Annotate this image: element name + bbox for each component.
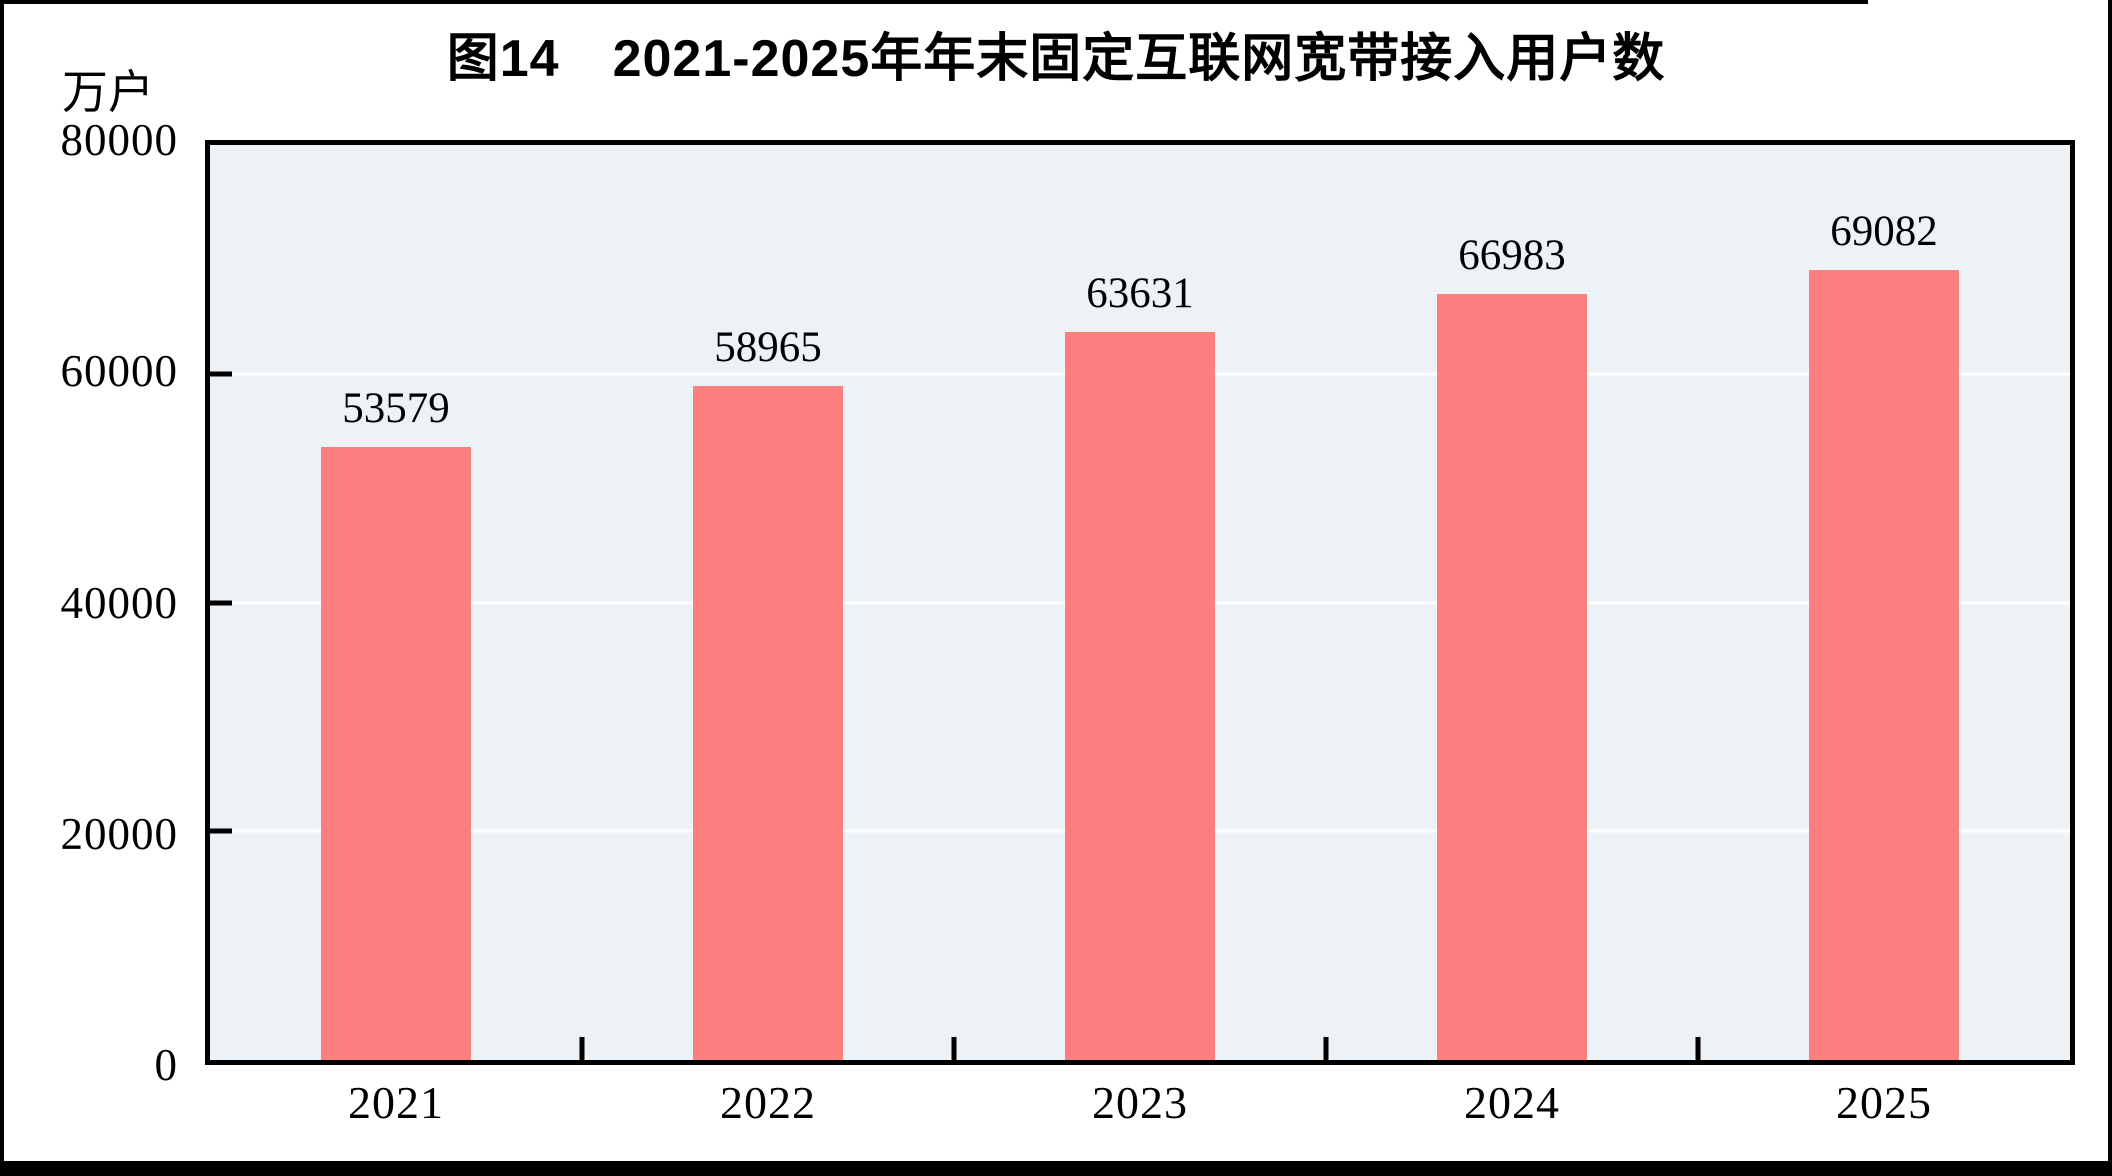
page-border-left: [0, 0, 4, 1176]
plot-area: 53579 58965 63631 66983 69082: [205, 140, 2075, 1065]
bar-2023: [1065, 332, 1215, 1060]
x-axis-label-2021: 2021: [348, 1077, 444, 1128]
bar-value-label: 63631: [1086, 270, 1194, 318]
y-axis-label-20000: 20000: [60, 808, 178, 859]
bar-value-label: 66983: [1458, 231, 1566, 279]
x-axis-labels: 2021 2022 2023 2024 2025: [210, 1076, 2070, 1136]
page-border-right: [2108, 0, 2112, 1176]
x-axis-tick-1: [579, 1037, 585, 1060]
y-axis-tick-60000: [210, 371, 232, 377]
y-axis-label-80000: 80000: [60, 115, 178, 165]
bar-value-label: 69082: [1830, 207, 1938, 255]
x-axis-label-2023: 2023: [1092, 1077, 1188, 1128]
y-axis-tick-labels: 0 20000 40000 60000 80000: [0, 115, 178, 1090]
page-border-bottom: [0, 1161, 2112, 1176]
bar-value-label: 58965: [714, 323, 822, 371]
x-axis-tick-3: [1323, 1037, 1329, 1060]
x-axis-tick-2: [951, 1037, 957, 1060]
chart-title: 图14 2021-2025年年末固定互联网宽带接入用户数: [446, 30, 1666, 88]
y-axis-label-40000: 40000: [60, 577, 178, 628]
y-axis-unit-label: 万户: [62, 67, 154, 118]
y-axis-tick-20000: [210, 828, 232, 834]
y-axis-label-0: 0: [154, 1040, 178, 1090]
x-axis-tick-4: [1695, 1037, 1701, 1060]
x-axis-label-2025: 2025: [1836, 1077, 1932, 1128]
bar-value-label: 53579: [342, 385, 450, 433]
bar-2025: [1809, 269, 1959, 1060]
x-axis-label-2022: 2022: [720, 1077, 816, 1128]
y-axis-tick-40000: [210, 600, 232, 605]
bar-2022: [693, 385, 843, 1060]
bar-2024: [1437, 293, 1587, 1060]
y-axis-label-60000: 60000: [60, 346, 178, 397]
bar-2021: [321, 447, 471, 1060]
page-border-top: [0, 0, 1868, 4]
x-axis-label-2024: 2024: [1464, 1077, 1560, 1128]
